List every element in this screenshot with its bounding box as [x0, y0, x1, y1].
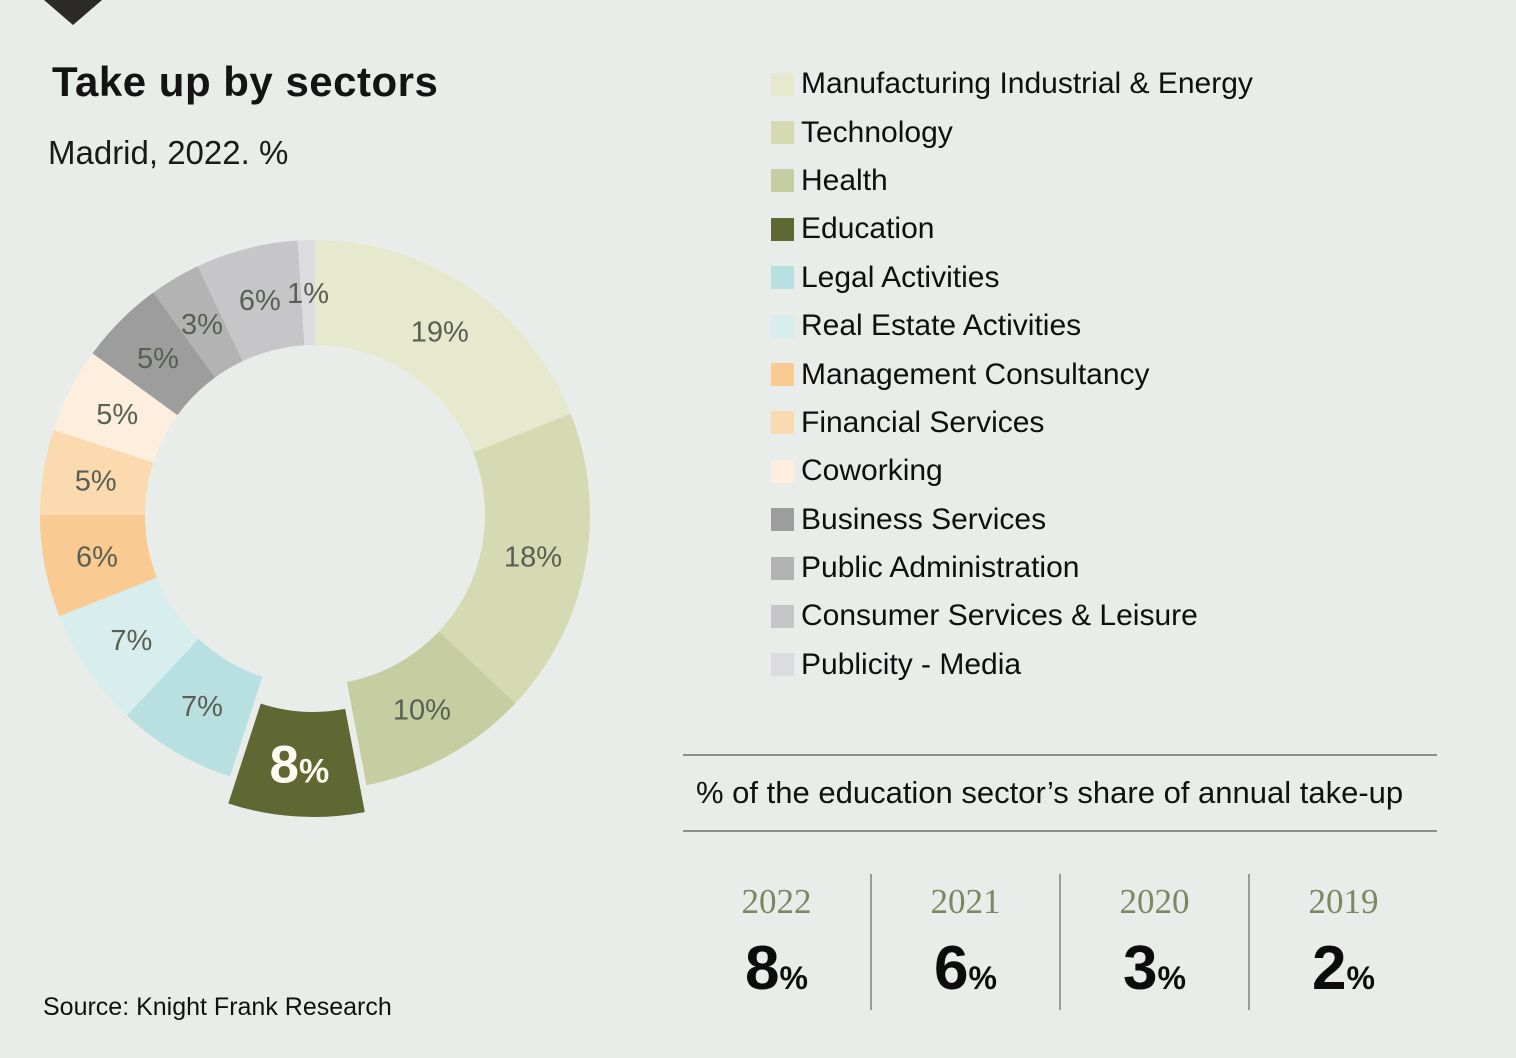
page-title: Take up by sectors: [52, 58, 439, 105]
legend-label: Legal Activities: [801, 260, 1000, 294]
legend-swatch: [771, 217, 794, 241]
legend-label: Public Administration: [801, 551, 1080, 585]
stat-year: 2019: [1308, 882, 1379, 921]
legend-label: Business Services: [801, 502, 1047, 536]
stat-value: 6%: [872, 938, 1059, 1000]
legend-item: Financial Services: [771, 399, 1253, 447]
legend-swatch: [771, 169, 794, 193]
stat-value: 3%: [1061, 938, 1248, 1000]
donut-slice-health: [346, 631, 516, 786]
donut-slice-publicity-media: [297, 240, 315, 346]
legend-item: Consumer Services & Leisure: [771, 592, 1253, 640]
slice-label-consumer-services-leisure: 6%: [239, 285, 281, 317]
legend-label: Manufacturing Industrial & Energy: [801, 67, 1253, 101]
slice-label-public-administration: 3%: [181, 309, 223, 341]
donut-slice-business-services: [92, 292, 216, 416]
stat-unit: %: [968, 960, 997, 996]
stats-row: 2022 8% 2021 6% 2020 3% 2019 2%: [683, 874, 1437, 1010]
slice-label-business-services: 5%: [137, 343, 179, 375]
legend-item: Technology: [771, 108, 1253, 156]
legend-swatch: [771, 363, 794, 387]
stat-number: 3: [1123, 934, 1158, 1003]
stat-column-2022: 2022 8%: [683, 874, 870, 1010]
slice-label-financial-services: 5%: [75, 465, 117, 497]
legend-item: Publicity - Media: [771, 641, 1253, 689]
chart-header: Take up by sectors Madrid, 2022. %: [48, 58, 439, 172]
legend-label: Publicity - Media: [801, 647, 1022, 681]
slice-label-coworking: 5%: [96, 399, 138, 431]
legend-item: Real Estate Activities: [771, 302, 1253, 350]
legend: Manufacturing Industrial & Energy Techno…: [771, 60, 1253, 689]
legend-swatch: [771, 459, 794, 483]
donut-slice-financial-services: [40, 430, 154, 515]
down-arrow-icon: [44, 0, 102, 25]
legend-swatch: [771, 121, 794, 145]
donut-slice-public-administration: [153, 266, 243, 378]
stat-year: 2021: [930, 882, 1001, 921]
donut-slice-management-consultancy: [40, 515, 157, 617]
legend-swatch: [771, 72, 794, 96]
legend-label: Health: [801, 163, 888, 197]
donut-slice-manufacturing-industrial-energy: [315, 240, 571, 453]
slice-label-legal-activities: 7%: [181, 691, 223, 723]
legend-swatch: [771, 508, 794, 532]
slice-label-technology: 18%: [504, 542, 562, 574]
source-note: Source: Knight Frank Research: [43, 993, 392, 1021]
legend-item: Health: [771, 157, 1253, 205]
slice-label-education: 8%: [270, 736, 330, 795]
donut-slice-consumer-services-leisure: [197, 240, 305, 362]
donut-slice-technology: [438, 413, 590, 704]
panel-heading: % of the education sector’s share of ann…: [683, 754, 1437, 832]
legend-item: Business Services: [771, 496, 1253, 544]
donut-slice-coworking: [53, 353, 178, 463]
legend-label: Coworking: [801, 454, 943, 488]
stat-column-2020: 2020 3%: [1059, 874, 1248, 1010]
legend-swatch: [771, 411, 794, 435]
legend-item: Manufacturing Industrial & Energy: [771, 60, 1253, 108]
stat-number: 2: [1312, 934, 1347, 1003]
legend-label: Education: [801, 212, 935, 246]
legend-item: Legal Activities: [771, 254, 1253, 302]
legend-item: Education: [771, 205, 1253, 253]
slice-label-publicity-media: 1%: [287, 278, 329, 310]
donut-slice-education: [228, 703, 365, 817]
stat-unit: %: [779, 960, 808, 996]
legend-label: Financial Services: [801, 405, 1045, 439]
slice-label-management-consultancy: 6%: [76, 542, 118, 574]
legend-swatch: [771, 604, 794, 628]
donut-slice-legal-activities: [126, 638, 263, 777]
stat-year: 2020: [1119, 882, 1190, 921]
legend-label: Management Consultancy: [801, 357, 1150, 391]
stat-value: 2%: [1250, 938, 1437, 1000]
stat-column-2019: 2019 2%: [1248, 874, 1437, 1010]
legend-swatch: [771, 266, 794, 290]
legend-label: Consumer Services & Leisure: [801, 599, 1198, 633]
education-share-panel: % of the education sector’s share of ann…: [683, 754, 1437, 1010]
donut-chart: 19%18%10%8%7%7%6%5%5%5%3%6% 1%: [40, 240, 590, 817]
legend-label: Real Estate Activities: [801, 309, 1082, 343]
slice-label-real-estate-activities: 7%: [110, 625, 152, 657]
stat-number: 8: [745, 934, 780, 1003]
legend-swatch: [771, 314, 794, 338]
slice-label-manufacturing-industrial-energy: 19%: [411, 316, 469, 348]
stat-number: 6: [934, 934, 969, 1003]
stat-column-2021: 2021 6%: [870, 874, 1059, 1010]
stat-unit: %: [1346, 960, 1375, 996]
legend-item: Coworking: [771, 447, 1253, 495]
legend-label: Technology: [801, 115, 953, 149]
stat-unit: %: [1157, 960, 1186, 996]
legend-item: Management Consultancy: [771, 350, 1253, 398]
legend-item: Public Administration: [771, 544, 1253, 592]
donut-slice-real-estate-activities: [59, 577, 199, 716]
legend-swatch: [771, 653, 794, 677]
page-subtitle: Madrid, 2022. %: [48, 134, 289, 171]
stat-year: 2022: [741, 882, 812, 921]
legend-swatch: [771, 556, 794, 580]
slice-label-health: 10%: [393, 695, 451, 727]
stat-value: 8%: [683, 938, 870, 1000]
